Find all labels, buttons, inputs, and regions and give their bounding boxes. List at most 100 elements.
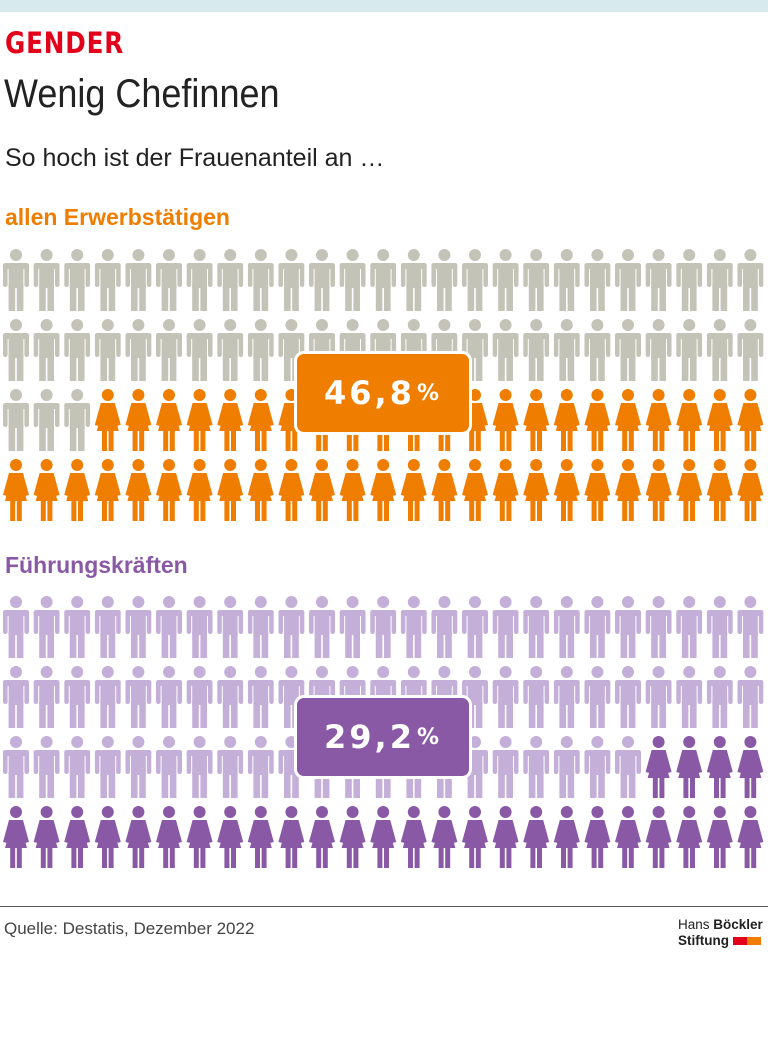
value-label: 29,2 bbox=[324, 718, 415, 756]
man-icon bbox=[523, 596, 550, 658]
woman-icon bbox=[125, 389, 152, 451]
man-icon bbox=[584, 596, 611, 658]
woman-icon bbox=[584, 459, 611, 521]
man-icon bbox=[523, 666, 550, 728]
man-icon bbox=[584, 666, 611, 728]
man-icon bbox=[64, 596, 91, 658]
logo: Hans Böckler Stiftung bbox=[678, 917, 763, 949]
woman-icon bbox=[492, 389, 519, 451]
man-icon bbox=[186, 249, 213, 311]
woman-icon bbox=[584, 806, 611, 868]
section-label-employed: allen Erwerbstätigen bbox=[5, 204, 230, 230]
woman-icon bbox=[94, 459, 121, 521]
woman-icon bbox=[737, 459, 764, 521]
value-badge-leaders: 29,2% bbox=[294, 695, 472, 779]
woman-icon bbox=[523, 806, 550, 868]
man-icon bbox=[706, 319, 733, 381]
source-note: Quelle: Destatis, Dezember 2022 bbox=[4, 919, 255, 938]
logo-text: Böckler bbox=[713, 917, 763, 932]
man-icon bbox=[615, 736, 641, 798]
man-icon bbox=[492, 596, 519, 658]
unit-label: % bbox=[416, 724, 442, 750]
man-icon bbox=[523, 319, 550, 381]
man-icon bbox=[339, 596, 366, 658]
woman-icon bbox=[706, 736, 733, 798]
man-icon bbox=[125, 666, 152, 728]
woman-icon bbox=[64, 806, 91, 868]
woman-icon bbox=[523, 459, 550, 521]
man-icon bbox=[615, 249, 641, 311]
woman-icon bbox=[400, 459, 427, 521]
man-icon bbox=[217, 666, 244, 728]
woman-icon bbox=[339, 806, 366, 868]
woman-icon bbox=[553, 389, 580, 451]
kicker: GENDER bbox=[5, 26, 125, 60]
man-icon bbox=[309, 596, 335, 658]
woman-icon bbox=[523, 389, 550, 451]
man-icon bbox=[737, 666, 764, 728]
man-icon bbox=[370, 249, 397, 311]
woman-icon bbox=[706, 459, 733, 521]
man-icon bbox=[706, 596, 733, 658]
man-icon bbox=[125, 736, 152, 798]
man-icon bbox=[584, 319, 611, 381]
man-icon bbox=[462, 249, 488, 311]
woman-icon bbox=[706, 389, 733, 451]
man-icon bbox=[645, 319, 672, 381]
man-icon bbox=[645, 596, 672, 658]
man-icon bbox=[94, 249, 121, 311]
man-icon bbox=[615, 596, 641, 658]
woman-icon bbox=[645, 806, 672, 868]
man-icon bbox=[247, 249, 274, 311]
man-icon bbox=[615, 319, 641, 381]
woman-icon bbox=[370, 806, 397, 868]
man-icon bbox=[64, 736, 91, 798]
man-icon bbox=[64, 389, 91, 451]
woman-icon bbox=[33, 806, 60, 868]
woman-icon bbox=[309, 806, 335, 868]
man-icon bbox=[400, 249, 427, 311]
man-icon bbox=[492, 736, 519, 798]
woman-icon bbox=[400, 806, 427, 868]
woman-icon bbox=[94, 389, 121, 451]
man-icon bbox=[3, 736, 29, 798]
man-icon bbox=[737, 249, 764, 311]
man-icon bbox=[217, 736, 244, 798]
woman-icon bbox=[676, 806, 703, 868]
logo-text: Hans bbox=[678, 917, 710, 932]
value-label: 46,8 bbox=[324, 374, 415, 412]
woman-icon bbox=[33, 459, 60, 521]
man-icon bbox=[584, 736, 611, 798]
man-icon bbox=[645, 249, 672, 311]
man-icon bbox=[33, 736, 60, 798]
man-icon bbox=[247, 736, 274, 798]
man-icon bbox=[676, 596, 703, 658]
man-icon bbox=[615, 666, 641, 728]
man-icon bbox=[278, 249, 305, 311]
man-icon bbox=[125, 596, 152, 658]
man-icon bbox=[737, 319, 764, 381]
man-icon bbox=[492, 319, 519, 381]
woman-icon bbox=[553, 806, 580, 868]
woman-icon bbox=[737, 389, 764, 451]
man-icon bbox=[156, 666, 182, 728]
woman-icon bbox=[3, 459, 29, 521]
woman-icon bbox=[645, 736, 672, 798]
woman-icon bbox=[462, 806, 488, 868]
man-icon bbox=[553, 596, 580, 658]
man-icon bbox=[156, 736, 182, 798]
section-label-leaders: Führungskräften bbox=[5, 552, 188, 578]
man-icon bbox=[706, 666, 733, 728]
man-icon bbox=[492, 666, 519, 728]
top-bar bbox=[0, 0, 768, 12]
man-icon bbox=[3, 249, 29, 311]
woman-icon bbox=[186, 459, 213, 521]
man-icon bbox=[64, 249, 91, 311]
man-icon bbox=[431, 596, 458, 658]
man-icon bbox=[737, 596, 764, 658]
man-icon bbox=[156, 319, 182, 381]
man-icon bbox=[706, 249, 733, 311]
man-icon bbox=[676, 666, 703, 728]
man-icon bbox=[33, 666, 60, 728]
man-icon bbox=[217, 319, 244, 381]
